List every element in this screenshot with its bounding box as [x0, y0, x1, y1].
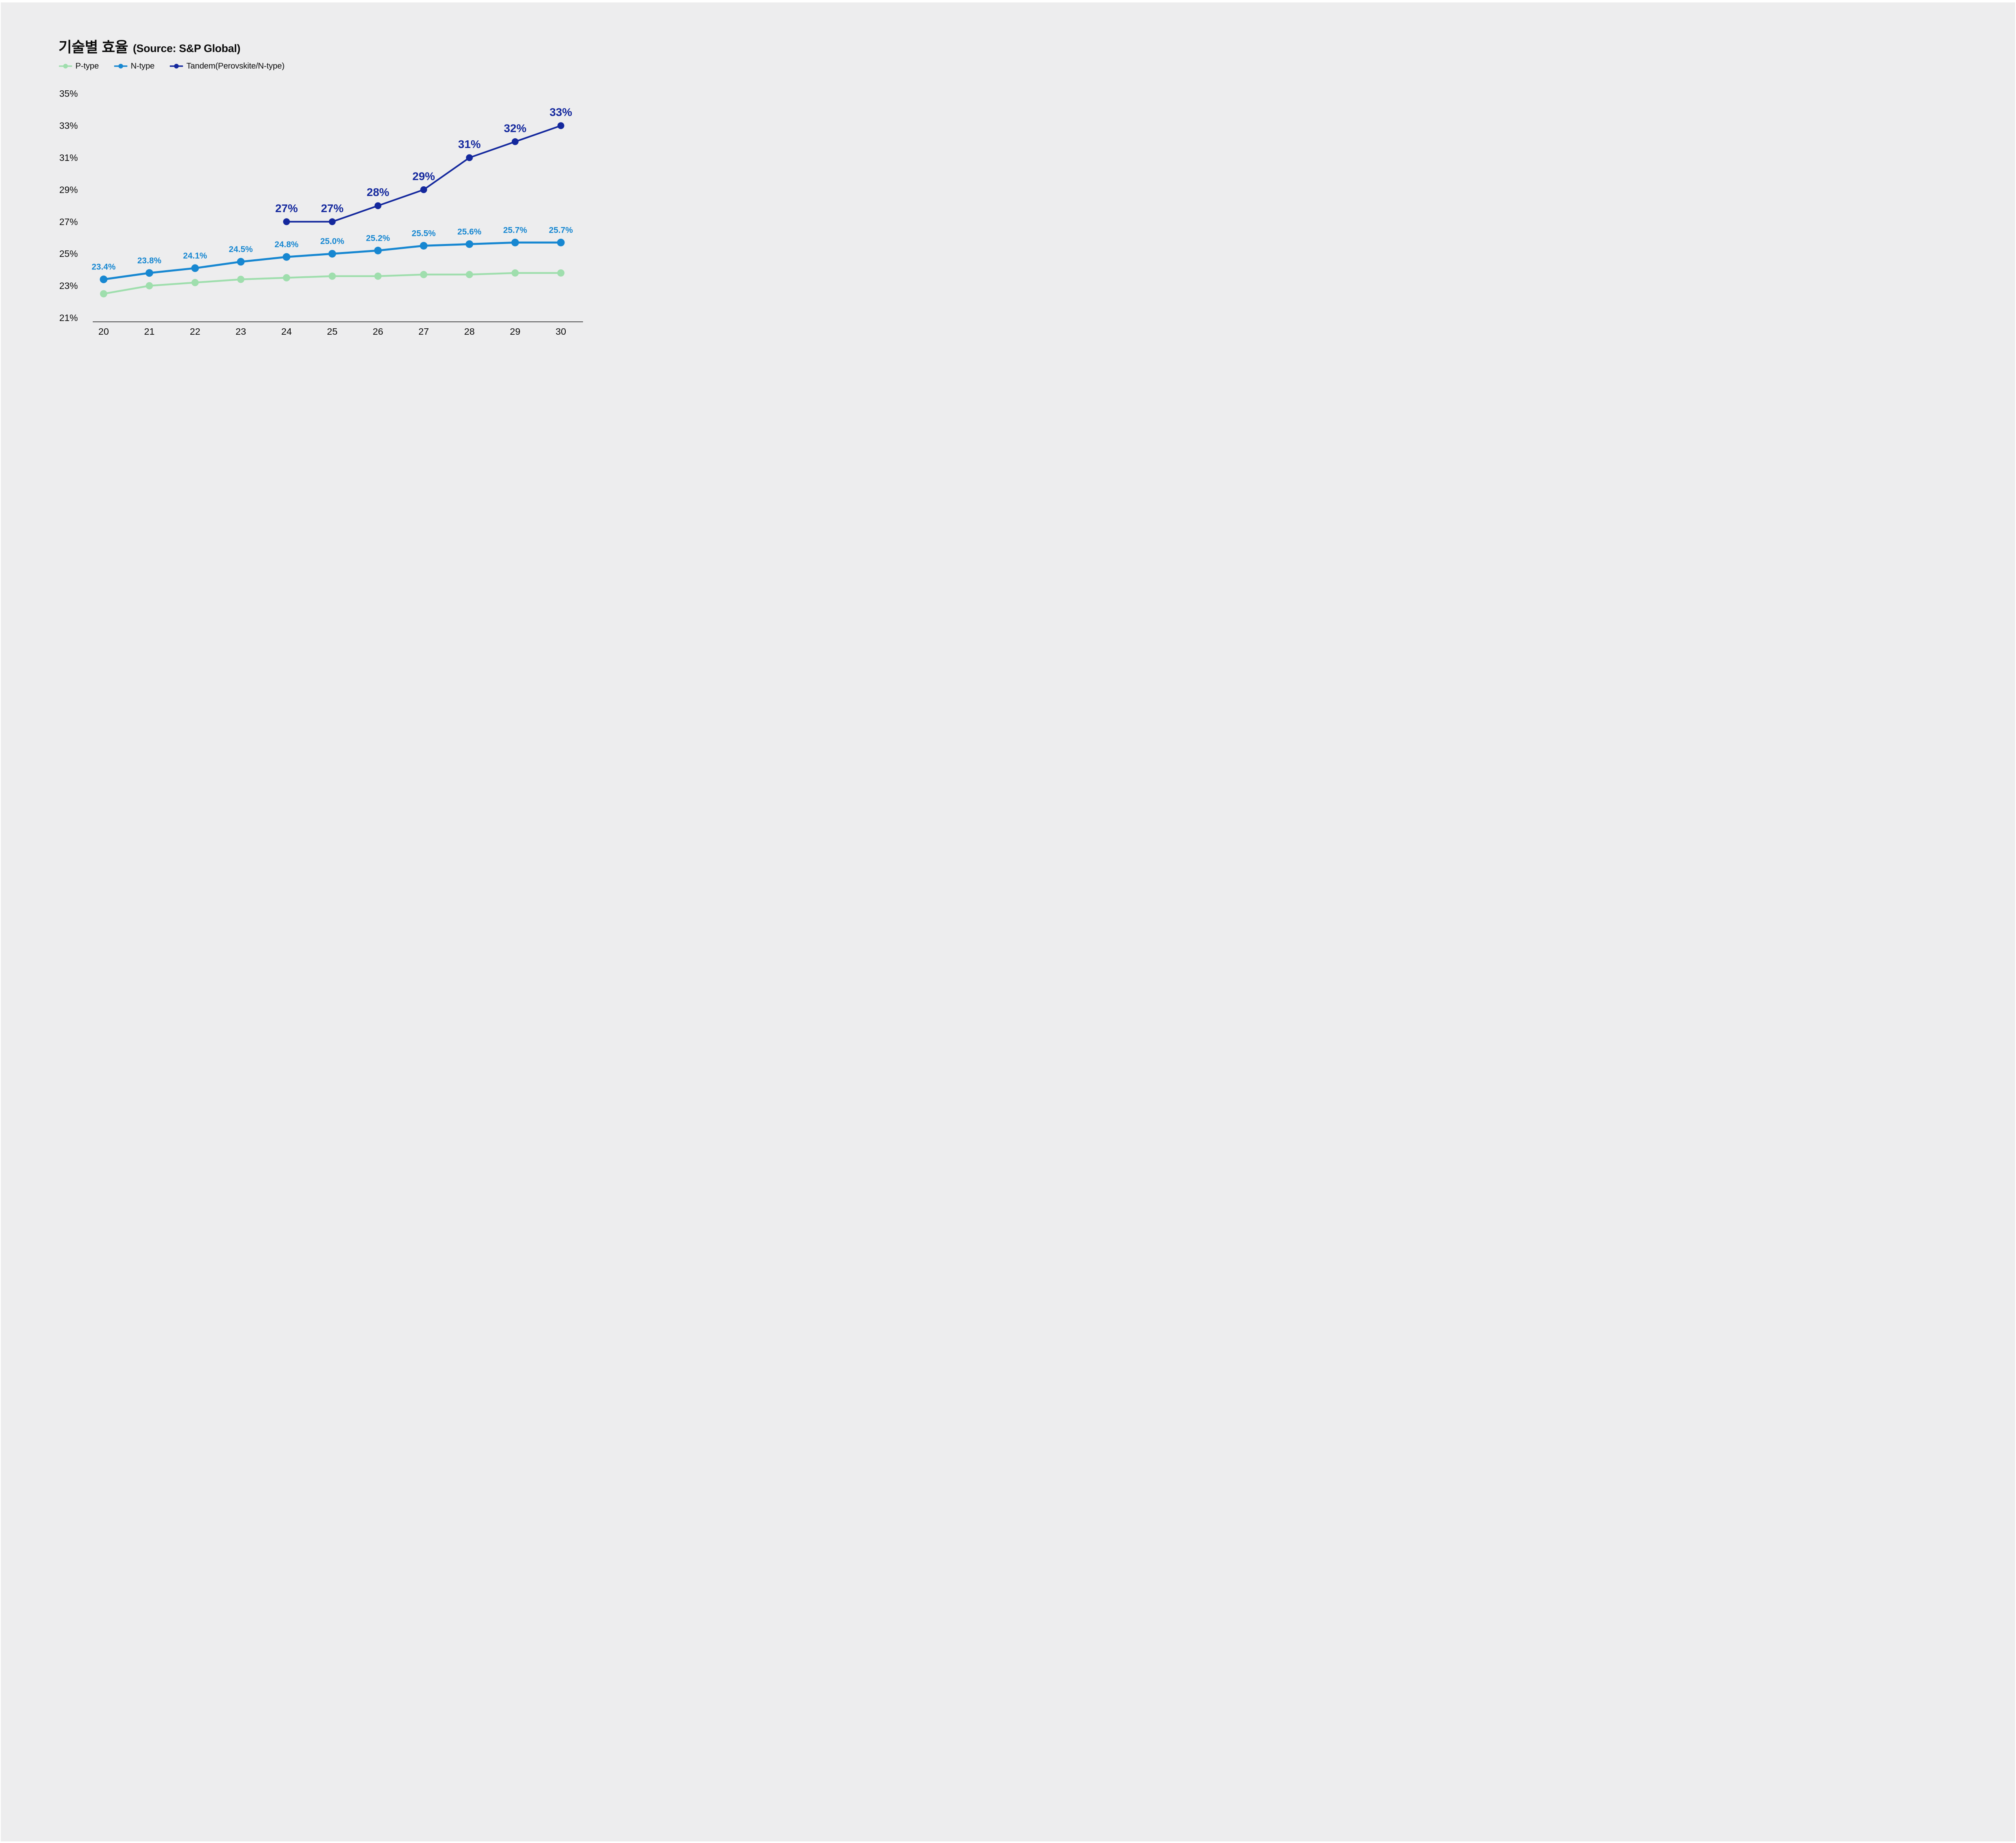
- p-type-point: [466, 271, 473, 278]
- legend-item-label: Tandem(Perovskite/N-type): [186, 61, 285, 71]
- p-type-point: [191, 279, 199, 286]
- y-tick-label: 21%: [59, 313, 78, 323]
- tandem-perovskite-n-type-point-label: 32%: [504, 122, 527, 134]
- y-tick-label: 31%: [59, 152, 78, 163]
- x-tick-label: 20: [98, 326, 109, 337]
- y-tick-label: 25%: [59, 248, 78, 259]
- tandem-perovskite-n-type-point: [374, 202, 381, 209]
- p-type-point: [374, 272, 382, 280]
- legend-item-n-type: N-type: [114, 61, 154, 71]
- x-tick-label: 23: [235, 326, 246, 337]
- x-tick-label: 30: [556, 326, 566, 337]
- n-type-point: [283, 253, 291, 261]
- tandem-perovskite-n-type-point: [512, 138, 519, 145]
- legend-item-tandem-perovskite-n-type: Tandem(Perovskite/N-type): [170, 61, 285, 71]
- n-type-point: [557, 238, 565, 246]
- y-tick-label: 23%: [59, 281, 78, 291]
- n-type-point-label: 24.8%: [275, 240, 299, 249]
- tandem-perovskite-n-type-point-label: 29%: [412, 170, 435, 182]
- x-tick-label: 26: [373, 326, 383, 337]
- n-type-point: [145, 269, 153, 277]
- legend-item-p-type: P-type: [59, 61, 99, 71]
- n-type-point: [420, 242, 428, 250]
- p-type-point: [511, 269, 519, 277]
- n-type-point-label: 25.5%: [412, 229, 436, 238]
- legend-item-label: N-type: [131, 61, 155, 71]
- tandem-perovskite-n-type-point: [283, 218, 290, 225]
- tandem-perovskite-n-type-point-label: 31%: [458, 138, 481, 150]
- n-type-point-label: 23.8%: [137, 256, 162, 265]
- n-type-point-label: 25.0%: [320, 237, 344, 246]
- p-type-point: [237, 275, 245, 283]
- x-tick-label: 24: [281, 326, 292, 337]
- n-type-point: [374, 246, 382, 254]
- x-tick-label: 28: [464, 326, 475, 337]
- n-type-point-label: 23.4%: [92, 263, 116, 272]
- tandem-perovskite-n-type-point-label: 27%: [275, 202, 298, 215]
- tandem-perovskite-n-type-point: [466, 154, 473, 161]
- page-title: 기술별 효율: [58, 39, 128, 55]
- n-type-point: [237, 258, 245, 266]
- y-tick-label: 35%: [59, 88, 78, 99]
- x-tick-label: 22: [190, 326, 200, 337]
- x-tick-label: 29: [510, 326, 521, 337]
- p-type-point: [100, 290, 107, 298]
- tandem-perovskite-n-type-point: [420, 186, 427, 193]
- source-note: (Source: S&P Global): [133, 42, 241, 54]
- p-type-point: [329, 272, 336, 280]
- n-type-point: [100, 275, 108, 284]
- n-type-point: [191, 264, 199, 272]
- y-tick-label: 29%: [59, 184, 78, 195]
- tandem-perovskite-n-type-point: [557, 122, 564, 129]
- x-tick-label: 21: [144, 326, 154, 337]
- n-type-point-label: 25.6%: [457, 227, 481, 236]
- p-type-point: [557, 269, 564, 277]
- x-tick-label: 27: [419, 326, 429, 337]
- p-type-point: [146, 282, 153, 290]
- tandem-perovskite-n-type-point: [329, 218, 336, 225]
- n-type-point: [465, 240, 473, 248]
- tandem-perovskite-n-type-point-label: 33%: [550, 106, 572, 119]
- n-type-point: [511, 238, 519, 246]
- n-type-point-label: 25.7%: [549, 225, 573, 235]
- legend-marker-icon: [170, 64, 183, 69]
- n-type-point-label: 24.1%: [183, 251, 207, 261]
- n-type-point-label: 24.5%: [229, 245, 253, 254]
- title-row: 기술별 효율 (Source: S&P Global): [58, 35, 240, 56]
- y-tick-label: 33%: [59, 121, 78, 131]
- tandem-perovskite-n-type-point-label: 28%: [367, 186, 389, 198]
- legend-marker-icon: [114, 64, 128, 69]
- line-chart: 35% 33% 31% 29% 27% 25% 23% 21% 20 21 22 23 24 25 26 27…: [59, 88, 583, 337]
- n-type-point-label: 25.2%: [366, 234, 390, 243]
- y-tick-label: 27%: [59, 217, 78, 227]
- legend-item-label: P-type: [75, 61, 99, 71]
- legend-marker-icon: [59, 64, 72, 69]
- n-type-point: [328, 250, 336, 258]
- x-tick-label: 25: [327, 326, 337, 337]
- legend: P-type N-type Tandem(Perovskite/N-type): [59, 61, 285, 71]
- tandem-perovskite-n-type-point-label: 27%: [321, 202, 344, 215]
- p-type-point: [420, 271, 427, 278]
- n-type-point-label: 25.7%: [503, 225, 527, 235]
- p-type-point: [283, 274, 290, 281]
